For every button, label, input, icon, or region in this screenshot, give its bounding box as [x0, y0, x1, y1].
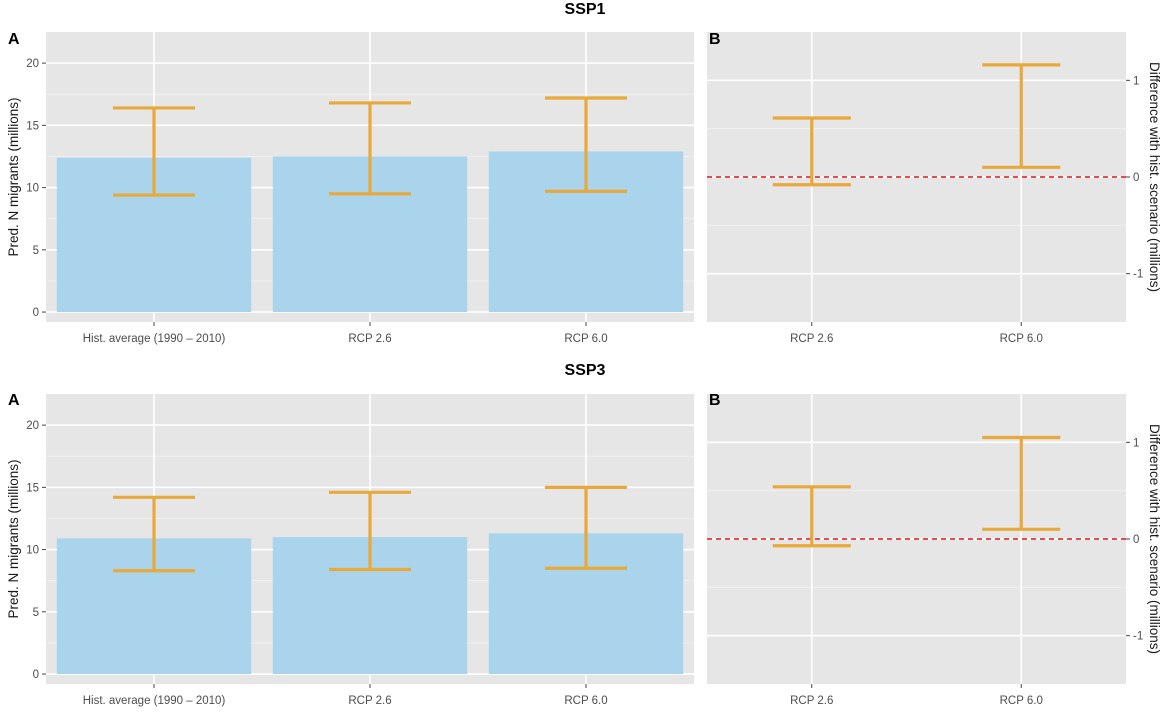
y-tick-label: 0 — [1133, 534, 1139, 546]
error-bar — [113, 495, 195, 573]
y-tick-label: 20 — [26, 420, 39, 432]
error-bar — [329, 490, 411, 572]
y-axis-title: Pred. N migrants (millions) — [6, 459, 21, 618]
y-tick-label: 1 — [1133, 75, 1139, 87]
y-tick-label: 10 — [26, 545, 39, 557]
y-tick-label: 15 — [26, 482, 39, 494]
x-tick-label: RCP 2.6 — [790, 695, 833, 707]
y-tick-label: 15 — [26, 120, 39, 132]
error-bar — [772, 485, 851, 548]
y-tick-label: 1 — [1133, 437, 1139, 449]
panel-ssp1-a: SSP1 A 0 5 10 15 20 Hist. average (1990 – 2010)… — [6, 1, 694, 345]
panel-tag: A — [8, 31, 20, 48]
y-axis-title: Difference with hist. scenario (millions… — [1147, 62, 1162, 292]
error-bar — [545, 96, 627, 193]
y-tick-label: 5 — [33, 607, 39, 619]
error-bar — [982, 63, 1061, 169]
error-bar — [113, 106, 195, 197]
x-tick-label: RCP 6.0 — [564, 695, 607, 707]
x-tick-label: Hist. average (1990 – 2010) — [83, 695, 226, 707]
y-axis-title: Pred. N migrants (millions) — [6, 97, 21, 256]
x-tick-label: RCP 6.0 — [564, 333, 607, 345]
panel-ssp1-b: B -1 0 1 RCP 2.6 RCP 6.0 Difference with hist.… — [707, 31, 1162, 345]
x-tick-label: RCP 2.6 — [790, 333, 833, 345]
y-axis-title: Difference with hist. scenario (millions… — [1147, 424, 1162, 654]
x-tick-label: RCP 6.0 — [1000, 333, 1043, 345]
y-tick-label: 0 — [33, 669, 39, 681]
error-bar — [772, 116, 851, 187]
y-tick-label: 5 — [33, 245, 39, 257]
x-tick-label: RCP 6.0 — [1000, 695, 1043, 707]
y-tick-label: -1 — [1133, 631, 1143, 643]
error-bar — [329, 101, 411, 196]
y-tick-label: -1 — [1133, 269, 1143, 281]
y-tick-label: 20 — [26, 58, 39, 70]
panel-tag: B — [709, 31, 721, 48]
y-tick-label: 10 — [26, 183, 39, 195]
error-bar — [545, 485, 627, 570]
y-tick-label: 0 — [1133, 172, 1139, 184]
x-tick-label: RCP 2.6 — [348, 333, 391, 345]
section-title: SSP1 — [565, 1, 606, 18]
section-title: SSP3 — [565, 362, 606, 379]
error-bar — [982, 435, 1061, 531]
x-tick-label: Hist. average (1990 – 2010) — [83, 333, 226, 345]
x-tick-label: RCP 2.6 — [348, 695, 391, 707]
y-tick-label: 0 — [33, 307, 39, 319]
panel-ssp3-a: SSP3 A 0 5 10 15 20 Hist. average (1990 – 2010)… — [6, 362, 694, 707]
panel-tag: B — [709, 392, 721, 409]
panel-tag: A — [8, 392, 20, 409]
panel-ssp3-b: B -1 0 1 RCP 2.6 RCP 6.0 Difference with hist.… — [707, 392, 1162, 707]
